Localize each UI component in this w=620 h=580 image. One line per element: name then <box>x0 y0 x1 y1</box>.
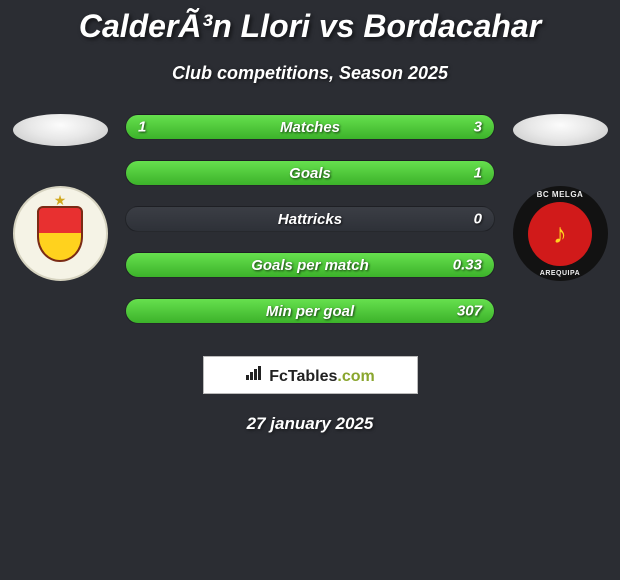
main-row: ★ 1 Matches 3 Goals 1 Hattricks 0 <box>0 114 620 344</box>
stat-value-left: 1 <box>138 119 146 136</box>
stat-label: Min per goal <box>266 303 354 320</box>
stat-label: Hattricks <box>278 211 342 228</box>
shield-icon: ★ <box>37 206 83 262</box>
player-left-placeholder <box>13 114 108 146</box>
brand-main: FcTables <box>269 368 337 386</box>
footer-brand-box: FcTables.com <box>203 356 418 394</box>
page-title: CalderÃ³n Llori vs Bordacahar <box>0 8 620 45</box>
badge-text-bottom: AREQUIPA <box>513 270 608 277</box>
stat-bar-min-per-goal: Min per goal 307 <box>125 298 495 324</box>
bars-icon <box>245 365 265 381</box>
harp-icon: ♪ <box>553 220 567 248</box>
club-badge-left: ★ <box>13 186 108 281</box>
stat-bar-hattricks: Hattricks 0 <box>125 206 495 232</box>
club-badge-right: BC MELGA ♪ AREQUIPA <box>513 186 608 281</box>
stat-value-right: 307 <box>457 303 482 320</box>
stat-value-right: 1 <box>474 165 482 182</box>
stat-value-right: 0 <box>474 211 482 228</box>
date: 27 january 2025 <box>0 414 620 434</box>
stats-column: 1 Matches 3 Goals 1 Hattricks 0 Goals pe… <box>110 114 510 344</box>
badge-text-top: BC MELGA <box>513 190 608 199</box>
right-column: BC MELGA ♪ AREQUIPA <box>510 114 610 281</box>
player-right-placeholder <box>513 114 608 146</box>
stat-label: Matches <box>280 119 340 136</box>
star-icon: ★ <box>54 192 67 209</box>
bar-fill-right <box>218 115 494 139</box>
brand-sub: .com <box>337 368 374 386</box>
stat-label: Goals <box>289 165 331 182</box>
stat-bar-goals: Goals 1 <box>125 160 495 186</box>
badge-inner: ♪ <box>528 202 592 266</box>
stat-bar-goals-per-match: Goals per match 0.33 <box>125 252 495 278</box>
container: CalderÃ³n Llori vs Bordacahar Club compe… <box>0 0 620 434</box>
subtitle: Club competitions, Season 2025 <box>0 63 620 84</box>
stat-label: Goals per match <box>251 257 369 274</box>
stat-value-right: 0.33 <box>453 257 482 274</box>
stat-bar-matches: 1 Matches 3 <box>125 114 495 140</box>
stat-value-right: 3 <box>474 119 482 136</box>
fctables-logo: FcTables.com <box>245 365 375 386</box>
left-column: ★ <box>10 114 110 281</box>
